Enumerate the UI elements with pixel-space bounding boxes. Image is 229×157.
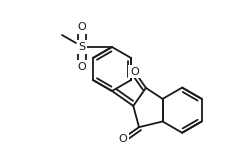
Text: O: O — [77, 62, 86, 72]
Text: O: O — [130, 67, 138, 76]
Text: O: O — [118, 134, 126, 144]
Text: O: O — [77, 22, 86, 32]
Text: S: S — [78, 42, 85, 52]
